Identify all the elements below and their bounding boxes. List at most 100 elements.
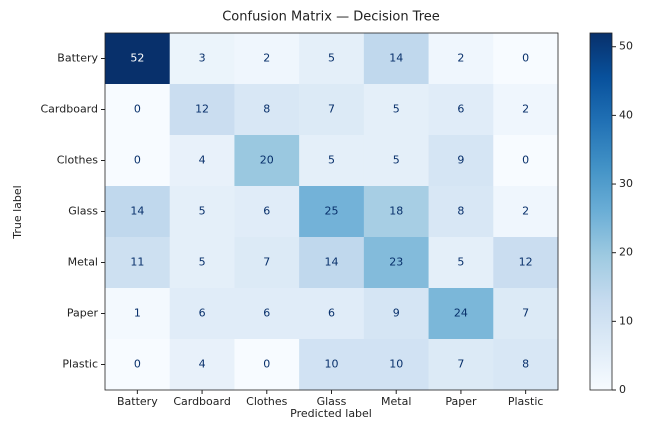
cell [493, 33, 559, 85]
cell-label: 0 [134, 103, 141, 116]
cell [234, 135, 300, 187]
cell [493, 135, 559, 187]
cell [363, 339, 430, 391]
cell-label: 3 [199, 52, 206, 65]
cell [234, 186, 300, 238]
cell-label: 4 [199, 358, 206, 371]
cell [428, 186, 494, 238]
cell-label: 0 [522, 154, 529, 167]
cell [493, 84, 559, 136]
cell [234, 33, 300, 85]
cell-label: 5 [328, 52, 335, 65]
cell-label: 2 [457, 52, 464, 65]
cell [363, 237, 430, 289]
cell-label: 6 [328, 307, 335, 320]
cell [169, 186, 235, 238]
cell-label: 2 [522, 103, 529, 116]
y-tick-label: Glass [68, 205, 98, 218]
cell-label: 12 [195, 103, 209, 116]
cell [105, 84, 171, 136]
cell [169, 237, 235, 289]
cell-label: 6 [263, 307, 270, 320]
x-tick-label: Cardboard [173, 395, 231, 408]
cell-label: 24 [454, 307, 468, 320]
cell-label: 0 [522, 52, 529, 65]
x-tick-label: Clothes [246, 395, 288, 408]
cell [234, 288, 300, 340]
cell-label: 2 [263, 52, 270, 65]
cell-label: 18 [389, 205, 403, 218]
cell [428, 135, 494, 187]
cell-label: 6 [199, 307, 206, 320]
cell-label: 7 [328, 103, 335, 116]
cell-label: 5 [457, 256, 464, 269]
cell [363, 84, 430, 136]
colorbar-tick-label: 20 [619, 246, 633, 259]
colorbar-tick-label: 40 [619, 108, 633, 121]
cell-label: 0 [134, 358, 141, 371]
cell-label: 5 [328, 154, 335, 167]
y-tick-label: Battery [57, 52, 98, 65]
cell [299, 186, 365, 238]
x-tick-label: Battery [117, 395, 158, 408]
cell [299, 288, 365, 340]
cell [428, 288, 494, 340]
cell-label: 14 [130, 205, 144, 218]
colorbar [589, 32, 613, 391]
cell [105, 288, 171, 340]
cell-label: 8 [522, 358, 529, 371]
cell [299, 237, 365, 289]
cell [234, 84, 300, 136]
cell-label: 14 [325, 256, 339, 269]
cell-label: 0 [134, 154, 141, 167]
cell [428, 84, 494, 136]
y-tick-label: Cardboard [41, 103, 99, 116]
cell [493, 237, 559, 289]
colorbar-tick-label: 10 [619, 314, 633, 327]
cell-label: 0 [263, 358, 270, 371]
cell-label: 8 [263, 103, 270, 116]
cell [363, 135, 430, 187]
y-axis-label: True label [11, 185, 24, 239]
y-tick-label: Paper [67, 307, 99, 320]
cell-label: 12 [519, 256, 533, 269]
cell [105, 237, 171, 289]
cell [169, 339, 235, 391]
cell-label: 11 [130, 256, 144, 269]
cell-label: 5 [199, 205, 206, 218]
cell-label: 7 [263, 256, 270, 269]
cell-label: 5 [393, 154, 400, 167]
cell [169, 84, 235, 136]
cell [493, 288, 559, 340]
cell-label: 4 [199, 154, 206, 167]
cell [428, 339, 494, 391]
cell [299, 84, 365, 136]
cell-label: 2 [522, 205, 529, 218]
y-tick-label: Metal [68, 256, 98, 269]
cell-label: 9 [457, 154, 464, 167]
cell [234, 237, 300, 289]
cell [493, 339, 559, 391]
x-axis-label: Predicted label [290, 407, 372, 420]
cell [105, 135, 171, 187]
cell [234, 339, 300, 391]
cell [299, 135, 365, 187]
cell [363, 288, 430, 340]
cell-label: 8 [457, 205, 464, 218]
x-tick-label: Plastic [508, 395, 544, 408]
cell-label: 9 [393, 307, 400, 320]
cell [105, 186, 171, 238]
cell [299, 339, 365, 391]
y-tick-label: Clothes [57, 154, 99, 167]
colorbar-tick-label: 0 [619, 383, 626, 396]
cell [363, 33, 430, 85]
cell-label: 6 [263, 205, 270, 218]
cell [428, 33, 494, 85]
cell [105, 339, 171, 391]
cell-label: 10 [389, 358, 403, 371]
cell-label: 52 [130, 52, 144, 65]
colorbar-tick-label: 50 [619, 40, 633, 53]
cell [169, 33, 235, 85]
cell-label: 5 [393, 103, 400, 116]
